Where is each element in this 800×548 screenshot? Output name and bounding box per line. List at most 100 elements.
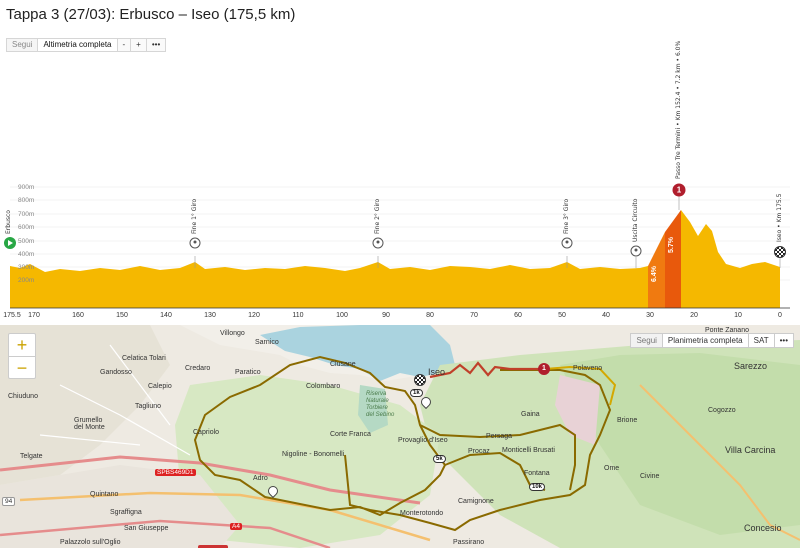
place-label: Fontana [524,470,550,477]
kom-marker-icon[interactable]: 1 [672,183,686,197]
lake-iseo [260,325,455,381]
full-altimetry-button[interactable]: Altimetria completa [37,38,118,52]
km-tick: 0 [778,312,782,319]
place-label: Passirano [453,539,485,546]
map-pin-icon[interactable] [189,237,201,249]
follow-button[interactable]: Segui [6,38,39,52]
elevation-chart [10,186,790,309]
waypoint-label-lap1: Fine 1° Giro [191,198,198,234]
place-label: Iseo [428,367,446,377]
map-zoom-control: + − [8,333,36,379]
alt-tick: 900m [18,184,35,191]
km-tick: 120 [248,312,260,319]
finish-flag-icon[interactable] [414,374,426,386]
road-label: SPBS469D1 [155,469,196,476]
zoom-out-button[interactable]: - [116,38,132,52]
elevation-profile: 900m 800m 700m 600m 500m 400m 300m 200m … [0,41,800,324]
map-pin-icon[interactable] [561,237,573,249]
place-label: Villa Carcina [725,445,776,455]
place-label: Ponte Zanano [705,327,749,334]
place-label: Palazzolo sull'Oglio [60,539,121,546]
km-tick: 100 [336,312,348,319]
finish-flag-icon[interactable] [774,246,786,258]
place-label: Sgraffigna [110,509,142,516]
place-label: Gandosso [100,369,132,376]
alt-tick: 300m [18,264,35,271]
km-badge: 10k [529,483,546,491]
satellite-button[interactable]: SAT [747,333,775,348]
map-canvas [0,325,800,548]
map-toolbar: Segui Planimetria completa SAT ••• [630,333,794,348]
waypoint-label-start: Erbusco [5,210,12,234]
place-label: Sarezzo [734,361,768,371]
km-tick: 10 [734,312,742,319]
climb-section-1 [648,232,665,308]
km-tick: 140 [160,312,172,319]
map-zoom-in-button[interactable]: + [16,335,28,355]
road-label: 94 [2,497,16,506]
map-zoom-out-button[interactable]: − [9,356,35,378]
place-label: San Giuseppe [124,525,169,532]
profile-fill [10,262,650,308]
km-tick: 110 [292,312,304,319]
map-more-button[interactable]: ••• [773,333,794,348]
alt-tick: 600m [18,224,35,231]
place-label: Celatica Tolari [122,355,166,362]
alt-tick: 500m [18,238,35,245]
place-label: Monticelli Brusati [502,447,555,454]
place-label: Clusane [330,361,356,368]
place-label: Villongo [220,330,245,337]
kom-marker-icon[interactable]: 1 [538,363,550,375]
start-marker-icon[interactable] [4,237,16,249]
km-tick: 90 [382,312,390,319]
climb-gradient-label: 5.7% [668,237,675,253]
waypoint-label-lap3: Fine 3° Giro [563,198,570,234]
place-label: Credaro [185,365,211,372]
place-label: Capriolo [193,429,220,436]
map-follow-button[interactable]: Segui [630,333,663,348]
route-map[interactable]: Villongo Sarnico Celatica Tolari Credaro… [0,325,800,548]
zoom-in-button[interactable]: + [130,38,147,52]
more-options-button[interactable]: ••• [145,38,167,52]
full-plan-button[interactable]: Planimetria completa [661,333,749,348]
km-tick: 70 [470,312,478,319]
km-tick: 160 [72,312,84,319]
place-label: Polaveno [573,365,603,372]
place-label: Cogozzo [708,407,736,414]
road-label: A4 [230,523,242,530]
map-pin-icon[interactable] [372,237,384,249]
place-label: Nigoline - Bonomelli [282,451,345,458]
map-pin-icon[interactable] [630,245,642,257]
place-label: Grumello del Monte [74,417,105,431]
km-badge: 5k [433,455,446,463]
place-label: Procaz [468,448,490,455]
place-label: Persaga [486,433,513,440]
profile-toolbar: Segui Altimetria completa - + ••• [6,38,167,52]
place-label: Provaglio d'Iseo [398,437,448,444]
route-line [193,355,612,532]
alt-tick: 400m [18,251,35,258]
place-label: Calepio [148,383,172,390]
climb-section-2 [665,210,681,308]
page-title: Tappa 3 (27/03): Erbusco – Iseo (175,5 k… [6,6,296,23]
climb-gradient-label: 6.4% [651,266,658,282]
waypoint-label-lap2: Fine 2° Giro [374,198,381,234]
km-tick: 130 [204,312,216,319]
place-label: Gaina [521,411,540,418]
km-tick: 40 [602,312,610,319]
waypoint-label-exit: Uscita Circuito [632,198,639,242]
km-tick: 50 [558,312,566,319]
place-label: Concesio [744,523,782,533]
place-label: Quintano [90,491,119,498]
profile-fill-after-climb [681,210,780,308]
km-tick: 60 [514,312,522,319]
place-label: Monterotondo [400,510,444,517]
place-label: Adro [253,475,268,482]
bottom-tab-indicator [198,545,228,548]
place-label: Ome [604,465,620,472]
place-label: Brione [617,417,638,424]
place-label: Sarnico [255,339,279,346]
place-label: Tagliuno [135,403,162,410]
place-label: Corte Franca [330,431,371,438]
